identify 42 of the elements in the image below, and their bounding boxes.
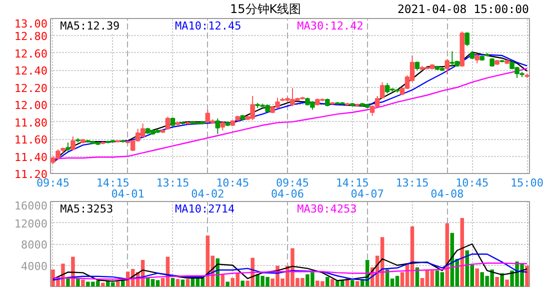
x-tick-label: 04-07 [350,188,384,200]
x-tick-label: 10:45 [456,176,489,190]
y-tick-label: 12.80 [14,30,48,44]
y-tick-label: 11.40 [14,150,48,164]
y-tick-label: 12.60 [14,47,48,60]
x-tick-label: 04-01 [111,188,144,200]
chart-subtitle: 2021-04-08 15:00:00 [397,1,529,18]
candlestick [215,118,220,134]
text: MA10:12.45 [175,20,242,32]
y-tick-label: 12.00 [14,99,48,112]
candlestick [380,82,385,100]
x-tick-label: 10:45 [216,176,250,190]
y-tick-label: 11.80 [14,116,48,130]
candlestick [464,32,470,47]
x-tick-label: 09:45 [36,176,70,190]
x-tick-label: 14:15 [336,176,369,190]
y-tick-label: 16000 [14,200,48,212]
candlestick [444,58,450,75]
x-tick-label: 04-02 [191,188,224,200]
text: MA30:12.42 [297,20,364,32]
y-tick-label: 12.20 [14,82,48,95]
x-tick-label: 04-08 [430,188,464,200]
x-tick-label: 15:00 [510,176,544,190]
candlestick [70,136,76,151]
text: MA30:4253 [297,202,357,216]
text: MA5:3253 [60,202,114,216]
x-tick-label: 13:15 [396,176,429,190]
text: MA10:2714 [175,202,236,216]
y-tick-label: 13.00 [14,18,48,30]
y-tick-label: 4000 [21,260,48,273]
x-tick-label: 04-06 [270,188,304,200]
y-tick-label: 12.40 [14,64,48,78]
y-tick-label: 8000 [21,238,48,252]
text: MA5:12.39 [60,20,120,32]
x-tick-label: 14:15 [96,176,130,190]
y-tick-label: 11.60 [14,134,48,147]
candlestick [165,116,170,130]
candlestick [170,117,176,128]
x-tick-label: 09:45 [276,176,310,190]
y-tick-label: 12000 [14,217,48,230]
chart-title: 15分钟K线图 [230,1,302,18]
x-tick-label: 13:15 [156,176,190,190]
